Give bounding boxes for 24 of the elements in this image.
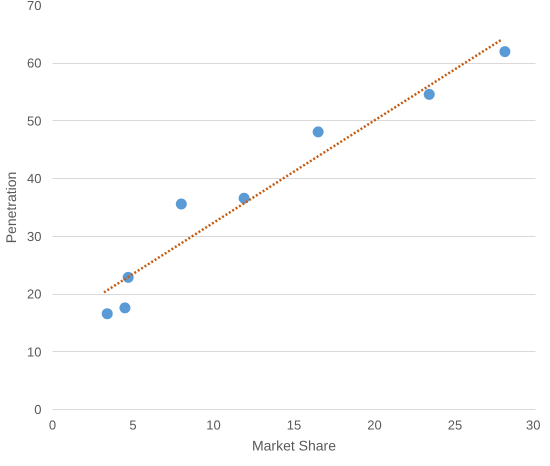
y-tick-label: 70	[27, 0, 42, 13]
y-tick-label: 50	[27, 113, 42, 128]
y-tick-label: 60	[27, 56, 42, 71]
point	[119, 302, 130, 314]
point	[102, 308, 113, 320]
x-tick-label: 30	[526, 418, 541, 432]
y-tick-label: 0	[34, 402, 42, 417]
y-tick-label: 30	[27, 228, 42, 244]
x-tick-label: 15	[286, 418, 302, 432]
x-tick-label: 20	[367, 418, 382, 432]
y-tick-label: 20	[27, 286, 42, 302]
x-tick-label: 25	[448, 418, 462, 432]
point	[176, 198, 187, 210]
y-axis-title: Penetration	[3, 172, 20, 244]
x-tick-label: 5	[129, 418, 137, 432]
point	[238, 192, 250, 204]
y-tick-label: 40	[27, 171, 42, 186]
x-axis-title: Market Share	[252, 438, 336, 454]
point	[499, 46, 510, 58]
x-tick-label: 0	[48, 418, 56, 432]
point	[424, 88, 435, 100]
point	[312, 126, 324, 138]
x-tick-label: 10	[206, 418, 221, 432]
y-tick-label: 10	[27, 344, 42, 360]
